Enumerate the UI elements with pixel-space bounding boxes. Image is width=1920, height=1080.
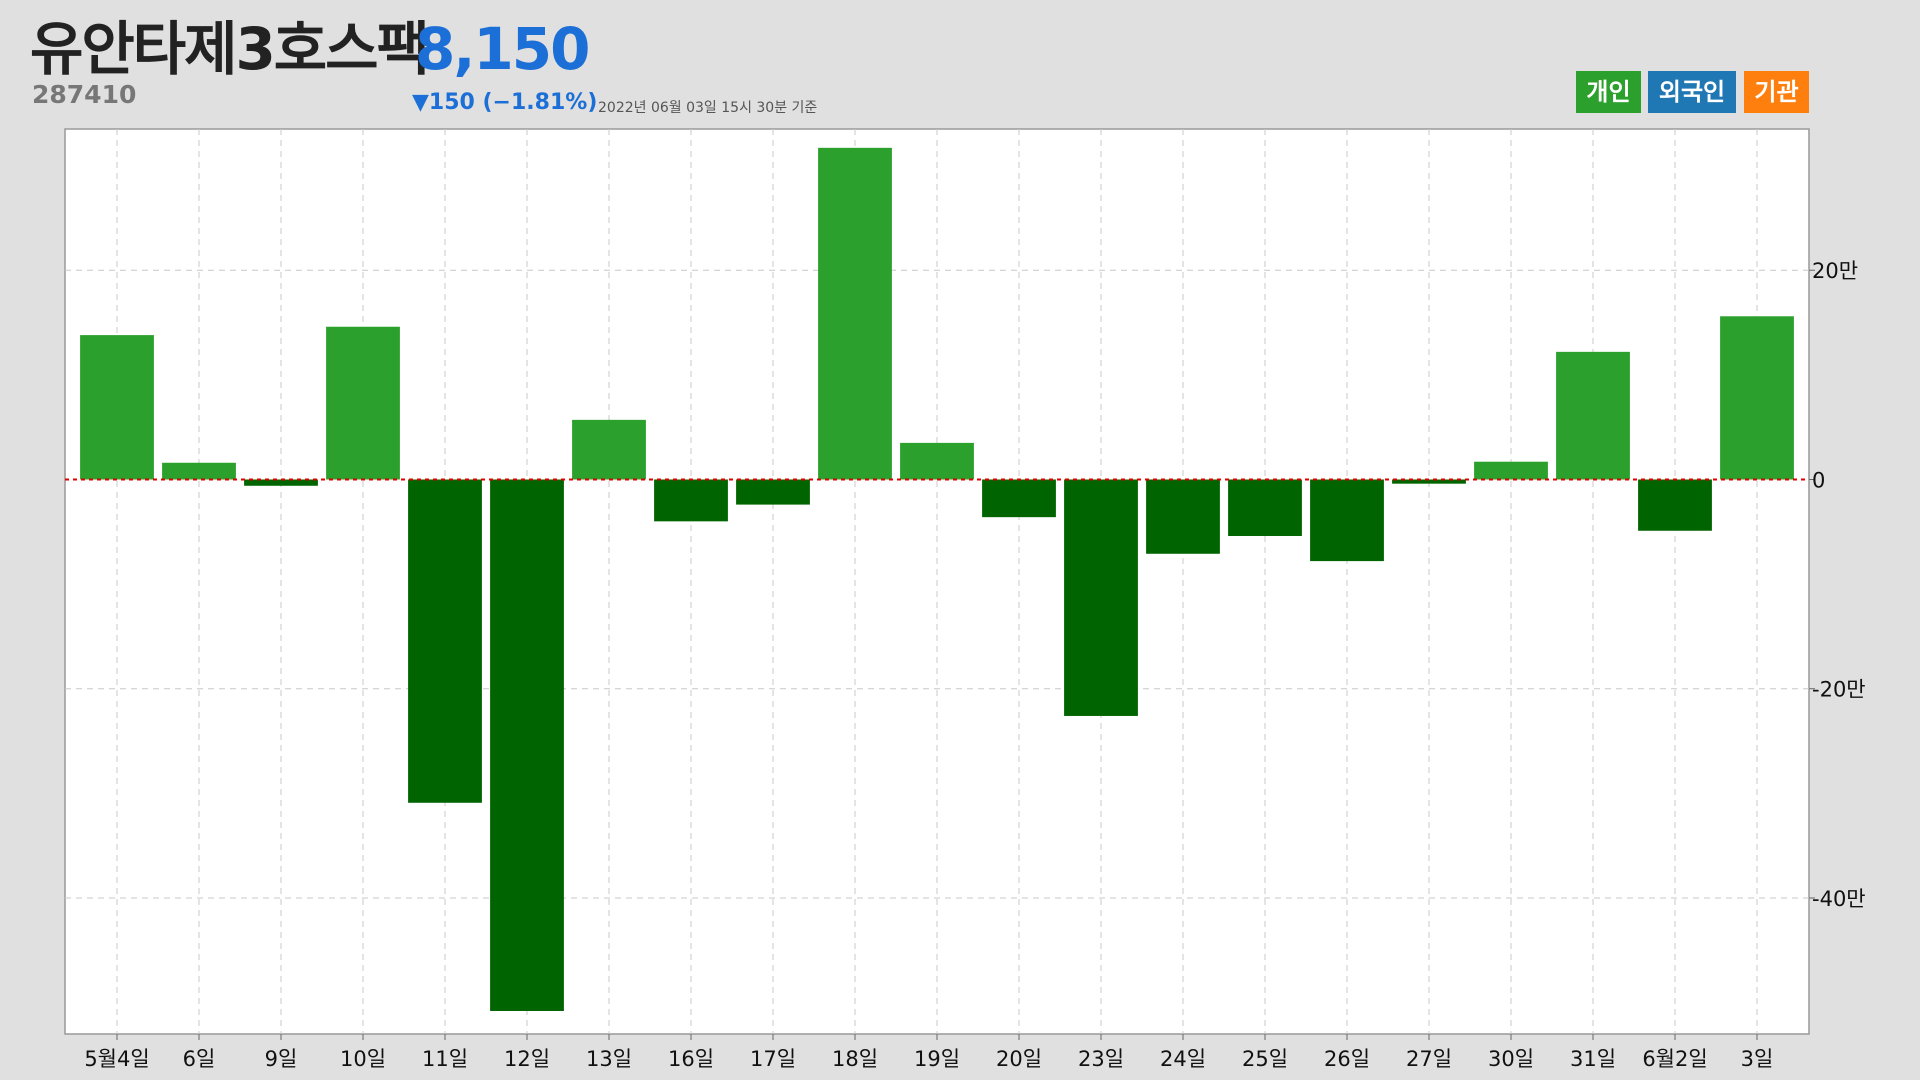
x-tick-label: 16일 xyxy=(668,1047,714,1071)
bar-30일[interactable] xyxy=(1474,461,1548,480)
bars xyxy=(80,147,1794,1011)
bar-23일[interactable] xyxy=(1064,479,1138,716)
bar-12일[interactable] xyxy=(490,479,564,1011)
legend-individual[interactable]: 개인 xyxy=(1576,71,1641,113)
x-tick-label: 27일 xyxy=(1406,1047,1452,1071)
x-tick-label: 20일 xyxy=(996,1047,1042,1071)
y-tick-label: -40만 xyxy=(1812,887,1866,911)
bar-6월2일[interactable] xyxy=(1638,479,1712,531)
bar-24일[interactable] xyxy=(1146,479,1220,554)
x-tick-label: 18일 xyxy=(832,1047,878,1071)
x-tick-label: 30일 xyxy=(1488,1047,1534,1071)
x-tick-label: 31일 xyxy=(1570,1047,1616,1071)
bar-13일[interactable] xyxy=(572,419,646,480)
bar-20일[interactable] xyxy=(982,479,1056,518)
x-tick-label: 9일 xyxy=(265,1047,298,1071)
price-change: ▼150 (−1.81%) xyxy=(412,90,598,115)
bar-5월4일[interactable] xyxy=(80,335,154,480)
x-tick-label: 6일 xyxy=(183,1047,216,1071)
x-tick-label: 11일 xyxy=(422,1047,468,1071)
stock-name: 유안타제3호스팩 xyxy=(30,15,430,83)
timestamp: 2022년 06월 03일 15시 30분 기준 xyxy=(598,100,818,116)
x-tick-label: 24일 xyxy=(1160,1047,1206,1071)
bar-11일[interactable] xyxy=(408,479,482,803)
x-tick-label: 6월2일 xyxy=(1642,1047,1707,1071)
x-tick-label: 13일 xyxy=(586,1047,632,1071)
bar-17일[interactable] xyxy=(736,479,810,505)
bar-25일[interactable] xyxy=(1228,479,1302,536)
x-tick-label: 26일 xyxy=(1324,1047,1370,1071)
x-axis-labels: 5월4일 6일 9일 10일 11일 12일 13일 16일 17일 18일 19일 20일 23일 24… xyxy=(84,1034,1773,1071)
y-tick-label: 20만 xyxy=(1812,259,1858,283)
y-tick-label: -20만 xyxy=(1812,678,1866,702)
bar-6일[interactable] xyxy=(162,462,236,480)
x-tick-label: 25일 xyxy=(1242,1047,1288,1071)
stock-price: 8,150 xyxy=(415,15,590,83)
x-tick-label: 3일 xyxy=(1741,1047,1774,1071)
bar-18일[interactable] xyxy=(818,147,892,480)
x-tick-label: 23일 xyxy=(1078,1047,1124,1071)
x-tick-label: 12일 xyxy=(504,1047,550,1071)
legend-institution[interactable]: 기관 xyxy=(1744,71,1809,113)
bar-19일[interactable] xyxy=(900,442,974,480)
bar-9일[interactable] xyxy=(244,479,318,486)
bar-27일[interactable] xyxy=(1392,479,1466,484)
bar-10일[interactable] xyxy=(326,326,400,480)
x-tick-label: 5월4일 xyxy=(84,1047,149,1071)
stock-code: 287410 xyxy=(32,80,137,109)
y-tick-label: 0 xyxy=(1812,468,1825,492)
x-tick-label: 10일 xyxy=(340,1047,386,1071)
x-tick-label: 17일 xyxy=(750,1047,796,1071)
bar-3일[interactable] xyxy=(1720,316,1794,480)
y-axis-labels: 20만 0 -20만 -40만 xyxy=(1809,259,1866,911)
x-tick-label: 19일 xyxy=(914,1047,960,1071)
bar-16일[interactable] xyxy=(654,479,728,522)
bar-26일[interactable] xyxy=(1310,479,1384,562)
bar-31일[interactable] xyxy=(1556,351,1630,480)
legend-foreign[interactable]: 외국인 xyxy=(1648,71,1736,113)
